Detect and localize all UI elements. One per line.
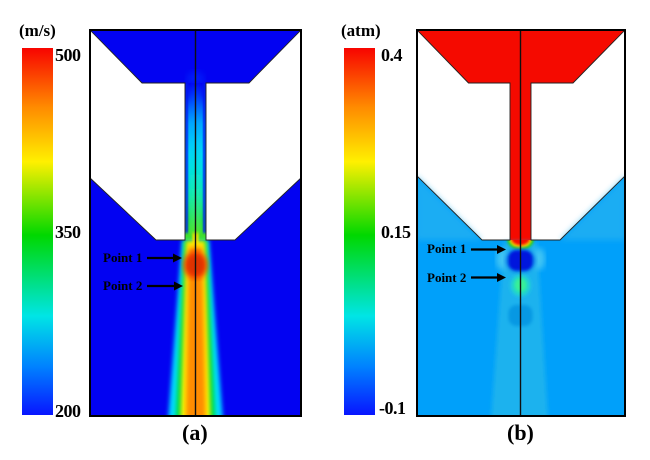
svg-text:Point 2: Point 2 (427, 270, 466, 285)
svg-text:Point 1: Point 1 (427, 241, 466, 256)
svg-text:Point 2: Point 2 (103, 278, 142, 293)
svg-text:Point 1: Point 1 (103, 250, 142, 265)
